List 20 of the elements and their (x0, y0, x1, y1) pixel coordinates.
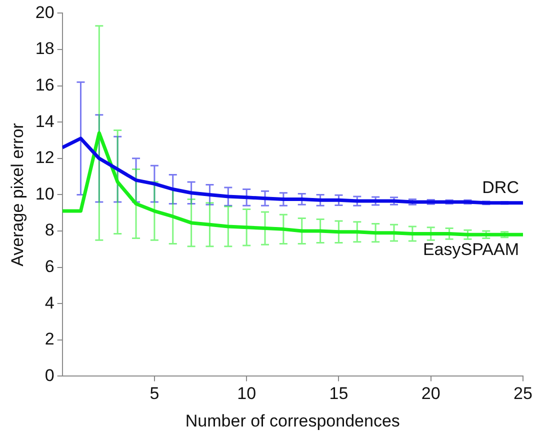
series-label: DRC (482, 178, 519, 198)
y-tick-label: 8 (44, 220, 54, 240)
x-tick-label: 5 (150, 384, 160, 404)
x-tick-label: 15 (329, 384, 348, 404)
y-tick-label: 18 (35, 39, 54, 58)
y-tick-label: 20 (35, 2, 54, 22)
y-tick-label: 4 (44, 293, 54, 312)
y-tick-label: 16 (35, 75, 54, 94)
x-tick-label: 10 (237, 384, 256, 404)
x-tick-label: 25 (514, 384, 532, 404)
y-tick-label: 12 (35, 148, 54, 168)
y-tick-label: 0 (44, 366, 54, 385)
y-tick-label: 2 (44, 330, 54, 349)
x-axis-title: Number of correspondences (185, 411, 400, 430)
y-tick-label: 6 (44, 256, 54, 276)
y-tick-label: 10 (35, 184, 54, 204)
series-label: EasySPAAM (422, 240, 519, 259)
y-axis-title: Average pixel error (8, 122, 27, 266)
x-tick-label: 20 (421, 384, 440, 404)
y-tick-label: 14 (35, 112, 54, 131)
